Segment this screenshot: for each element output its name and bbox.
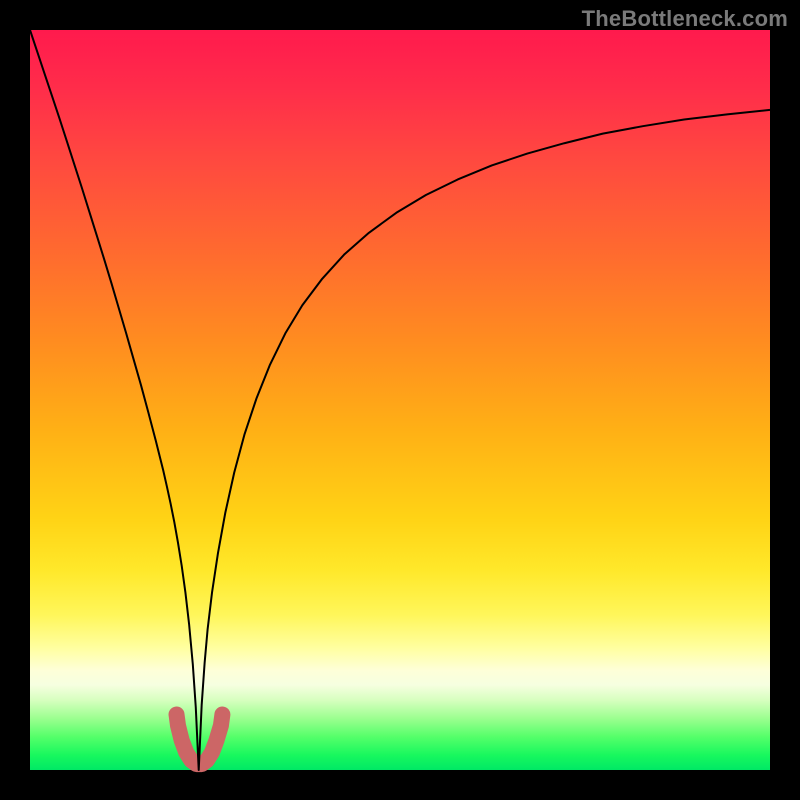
frame: TheBottleneck.com: [0, 0, 800, 800]
watermark: TheBottleneck.com: [582, 6, 788, 32]
gradient-background: [30, 30, 770, 770]
plot-svg: [0, 0, 800, 800]
